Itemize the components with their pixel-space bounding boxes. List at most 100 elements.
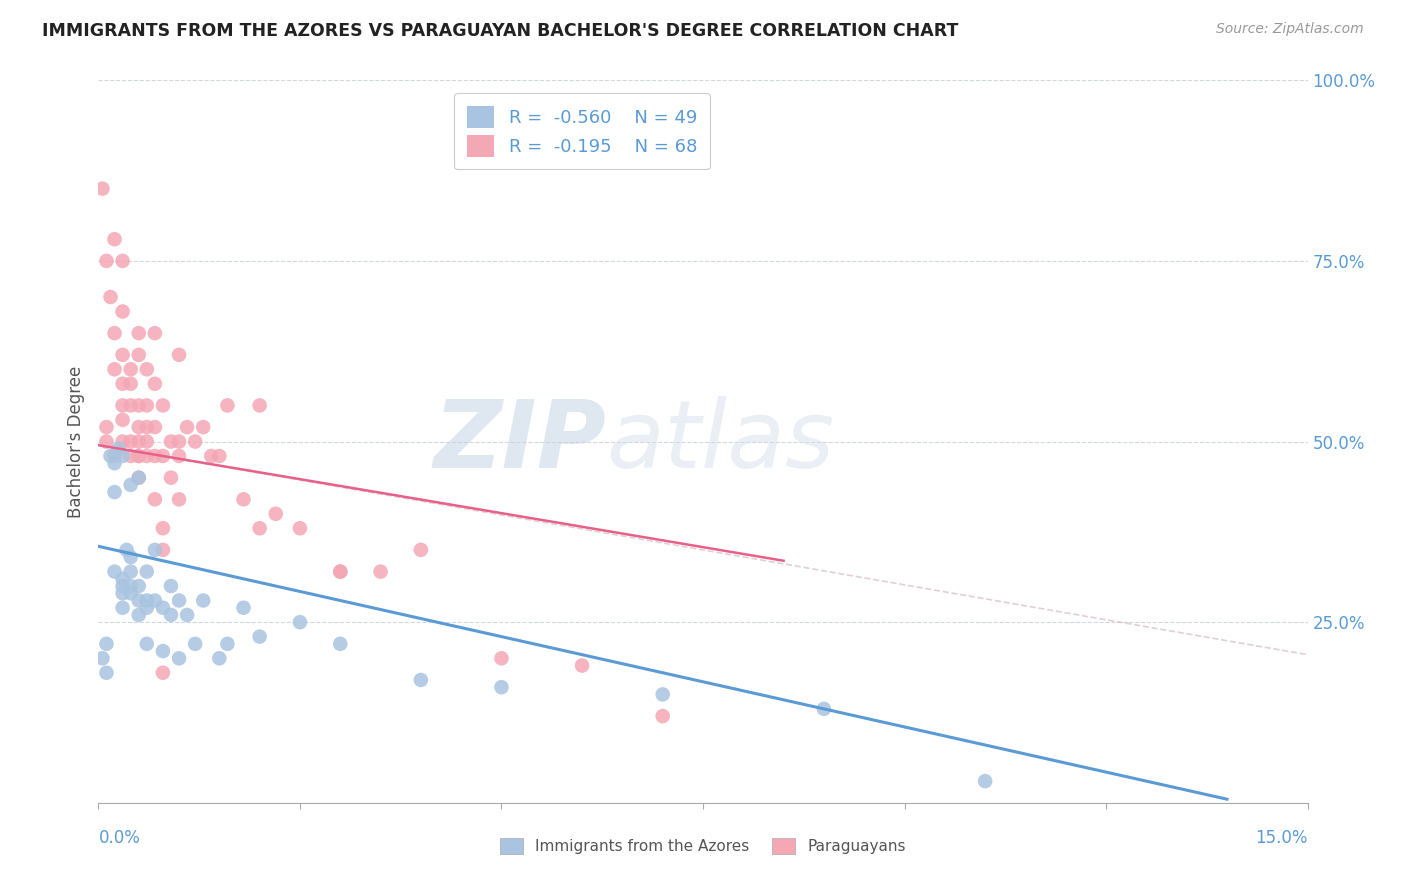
Point (143, 492, 166, 507)
Point (193, 420, 215, 434)
Point (111, 348, 134, 362)
Point (249, 521, 271, 535)
Point (103, 565, 125, 579)
Point (96, 637, 118, 651)
Point (100, 290, 122, 304)
Point (813, 702, 835, 716)
Point (208, 449, 231, 463)
Point (96, 253, 118, 268)
Text: Source: ZipAtlas.com: Source: ZipAtlas.com (1216, 22, 1364, 37)
Point (184, 637, 207, 651)
Point (115, 542, 138, 557)
Point (193, 593, 215, 607)
Point (107, 442, 129, 456)
Point (103, 449, 125, 463)
Point (409, 542, 432, 557)
Point (232, 600, 254, 615)
Point (288, 615, 311, 630)
Point (200, 449, 222, 463)
Point (111, 413, 134, 427)
Point (120, 449, 142, 463)
Point (120, 478, 142, 492)
Point (249, 630, 271, 644)
Point (167, 492, 190, 507)
Point (120, 565, 142, 579)
Point (111, 579, 134, 593)
Point (217, 398, 239, 412)
Text: atlas: atlas (606, 396, 835, 487)
Point (120, 362, 142, 376)
Point (128, 593, 150, 607)
Point (103, 326, 125, 340)
Point (160, 579, 183, 593)
Point (409, 673, 432, 687)
Point (111, 304, 134, 318)
Point (167, 651, 190, 665)
Point (152, 600, 174, 615)
Point (143, 449, 166, 463)
Point (128, 579, 150, 593)
Point (103, 362, 125, 376)
Point (152, 449, 174, 463)
Point (167, 593, 190, 607)
Point (120, 434, 142, 449)
Point (91, 182, 114, 196)
Point (167, 434, 190, 449)
Point (135, 565, 157, 579)
Point (370, 565, 392, 579)
Point (152, 665, 174, 680)
Point (143, 593, 166, 607)
Point (135, 600, 157, 615)
Point (167, 449, 190, 463)
Point (128, 434, 150, 449)
Point (111, 398, 134, 412)
Point (135, 449, 157, 463)
Point (160, 434, 183, 449)
Point (651, 709, 673, 723)
Legend: Immigrants from the Azores, Paraguayans: Immigrants from the Azores, Paraguayans (494, 832, 912, 860)
Point (208, 651, 231, 665)
Point (217, 637, 239, 651)
Point (184, 434, 207, 449)
Point (329, 637, 352, 651)
Point (111, 586, 134, 600)
Point (111, 434, 134, 449)
Point (135, 420, 157, 434)
Point (176, 420, 198, 434)
Point (143, 542, 166, 557)
Point (111, 253, 134, 268)
Point (160, 470, 183, 484)
Point (120, 579, 142, 593)
Point (232, 492, 254, 507)
Point (135, 362, 157, 376)
Point (249, 398, 271, 412)
Text: IMMIGRANTS FROM THE AZORES VS PARAGUAYAN BACHELOR'S DEGREE CORRELATION CHART: IMMIGRANTS FROM THE AZORES VS PARAGUAYAN… (42, 22, 959, 40)
Point (329, 565, 352, 579)
Point (120, 550, 142, 565)
Point (96, 665, 118, 680)
Point (143, 326, 166, 340)
Point (111, 572, 134, 586)
Text: 0.0%: 0.0% (98, 829, 141, 847)
Point (128, 449, 150, 463)
Point (96, 420, 118, 434)
Point (128, 348, 150, 362)
Point (491, 680, 513, 694)
Point (128, 398, 150, 412)
Point (128, 449, 150, 463)
Point (974, 774, 997, 789)
Point (135, 593, 157, 607)
Y-axis label: Bachelor's Degree: Bachelor's Degree (66, 366, 84, 517)
Point (103, 232, 125, 246)
Point (135, 434, 157, 449)
Point (91, 651, 114, 665)
Point (128, 420, 150, 434)
Point (128, 607, 150, 622)
Point (143, 376, 166, 391)
Point (96, 434, 118, 449)
Point (152, 521, 174, 535)
Point (120, 376, 142, 391)
Point (111, 600, 134, 615)
Point (103, 485, 125, 500)
Point (120, 398, 142, 412)
